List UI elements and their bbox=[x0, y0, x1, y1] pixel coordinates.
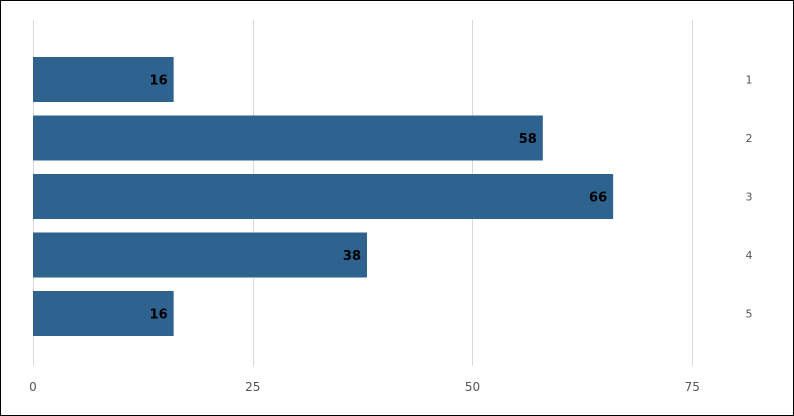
x-tick-label: 0 bbox=[29, 380, 37, 394]
bar-3 bbox=[33, 174, 614, 219]
x-tick-label: 50 bbox=[465, 380, 480, 394]
category-label: 2 bbox=[746, 132, 753, 145]
x-axis-ticks: 0 25 50 75 bbox=[29, 380, 700, 394]
category-label: 1 bbox=[746, 74, 753, 87]
value-labels: 16 58 66 38 16 bbox=[150, 74, 608, 323]
category-label: 3 bbox=[746, 191, 753, 204]
category-label: 4 bbox=[746, 249, 753, 262]
x-tick-label: 75 bbox=[685, 380, 700, 394]
category-label: 5 bbox=[746, 308, 753, 321]
bars bbox=[33, 57, 614, 336]
x-tick-label: 25 bbox=[245, 380, 260, 394]
category-labels: 1 2 3 4 5 bbox=[746, 74, 753, 321]
bar-5 bbox=[33, 291, 174, 336]
bar-value-label: 58 bbox=[519, 132, 537, 147]
bar-value-label: 16 bbox=[150, 308, 168, 323]
bar-2 bbox=[33, 115, 543, 161]
bar-value-label: 66 bbox=[589, 191, 607, 206]
bar-4 bbox=[33, 232, 368, 278]
bar-1 bbox=[33, 57, 174, 102]
bar-value-label: 16 bbox=[150, 74, 168, 89]
bar-value-label: 38 bbox=[343, 249, 361, 264]
